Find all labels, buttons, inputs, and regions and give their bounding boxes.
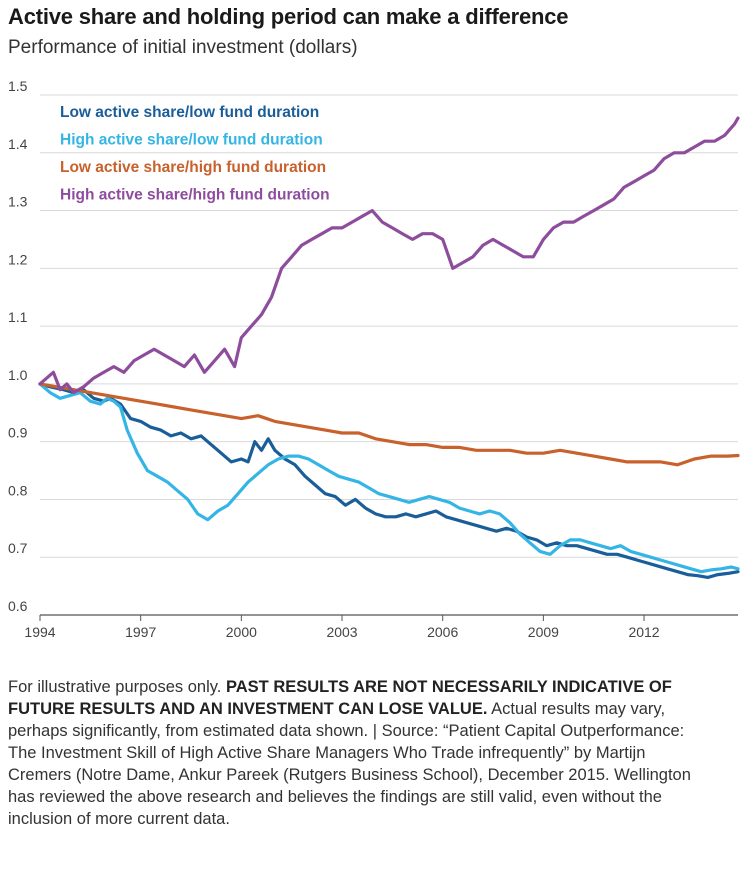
- y-axis-ticks: 0.6 0.7 0.8 0.9 1.0 1.1 1.2 1.3 1.4 1.5: [8, 78, 28, 614]
- legend-entry: High active share/low fund duration: [60, 132, 323, 149]
- x-tick-label: 2009: [528, 624, 559, 640]
- legend-entry: Low active share/high fund duration: [60, 159, 326, 176]
- series-line-high-high: [38, 116, 740, 395]
- x-tick-label: 2012: [628, 624, 659, 640]
- y-tick-label: 0.8: [8, 482, 28, 498]
- chart-title: Active share and holding period can make…: [8, 4, 569, 29]
- series-line-low-low: [38, 382, 740, 579]
- footnote: For illustrative purposes only. PAST RES…: [8, 676, 708, 830]
- x-tick-label: 2000: [226, 624, 257, 640]
- line-chart: 0.6 0.7 0.8 0.9 1.0 1.1 1.2 1.3 1.4 1.5 1994 1997 2…: [8, 78, 740, 640]
- legend-entry: High active share/high fund duration: [60, 187, 330, 204]
- x-axis-ticks: 1994 1997 2000 2003 2006 2009 2012: [24, 615, 660, 640]
- footnote-intro: For illustrative purposes only.: [8, 678, 222, 696]
- y-tick-label: 1.4: [8, 136, 28, 152]
- chart-subtitle: Performance of initial investment (dolla…: [8, 37, 358, 58]
- legend: Low active share/low fund duration High a…: [60, 104, 330, 204]
- y-tick-label: 1.0: [8, 367, 28, 383]
- series-line-high-low: [38, 382, 740, 574]
- y-tick-label: 1.3: [8, 194, 28, 210]
- x-tick-label: 2003: [326, 624, 357, 640]
- series-lines: [38, 116, 740, 579]
- footnote-disclaimer: PAST RESULTS ARE NOT NECESSARILY INDICAT…: [8, 678, 672, 718]
- x-tick-label: 2006: [427, 624, 458, 640]
- y-tick-label: 1.1: [8, 309, 28, 325]
- gridlines: [40, 94, 738, 616]
- y-tick-label: 1.5: [8, 78, 28, 94]
- footnote-body: Actual results may vary, perhaps signifi…: [8, 700, 691, 828]
- legend-entry: Low active share/low fund duration: [60, 104, 319, 121]
- y-tick-label: 0.7: [8, 540, 28, 556]
- y-tick-label: 0.9: [8, 425, 28, 441]
- series-line-low-high: [38, 382, 740, 467]
- x-tick-label: 1994: [24, 624, 55, 640]
- x-tick-label: 1997: [125, 624, 156, 640]
- y-tick-label: 1.2: [8, 251, 28, 267]
- y-tick-label: 0.6: [8, 598, 28, 614]
